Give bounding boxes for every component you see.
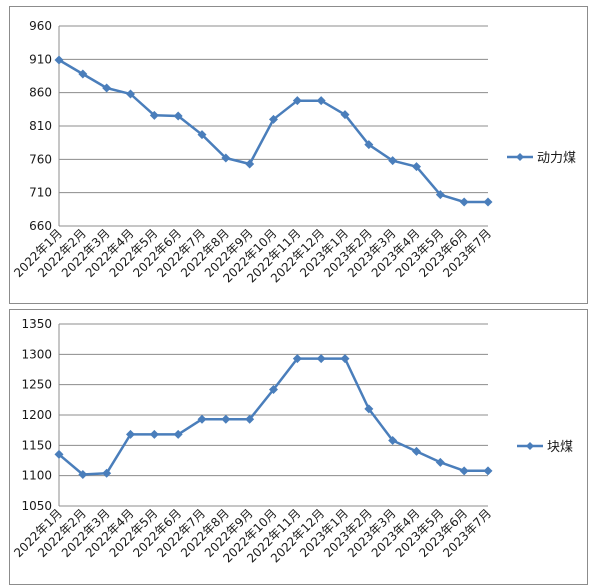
data-point	[102, 83, 112, 93]
legend-label: 块煤	[547, 440, 573, 455]
y-tick-label: 1150	[21, 438, 52, 452]
legend-label: 动力煤	[537, 151, 576, 166]
data-point	[388, 435, 398, 445]
data-point	[54, 55, 64, 65]
y-tick-label: 1050	[21, 499, 52, 513]
data-point	[245, 159, 255, 169]
data-point	[173, 429, 183, 439]
data-point	[292, 96, 302, 106]
data-point	[412, 446, 421, 456]
chart-panel-lump-coal: 1050 1100 1150 1200 1250 1300 1350 2022年1月 2022年…	[9, 309, 588, 585]
y-tick-label: 1100	[21, 469, 52, 483]
series-line	[58, 58, 488, 204]
data-point	[221, 153, 231, 163]
y-tick-label: 960	[29, 19, 52, 33]
data-point	[364, 140, 374, 150]
data-point	[269, 114, 278, 124]
data-point	[292, 354, 302, 364]
y-tick-label: 1200	[21, 408, 52, 422]
data-point	[149, 429, 159, 439]
data-point	[173, 111, 183, 121]
y-tick-label: 660	[29, 219, 52, 233]
y-tick-label: 910	[29, 52, 52, 66]
y-tick-label: 1250	[21, 378, 52, 392]
data-point	[483, 466, 493, 476]
data-point	[102, 468, 112, 478]
data-point	[126, 429, 135, 439]
data-point	[340, 354, 350, 364]
data-point	[197, 414, 207, 424]
data-point	[388, 156, 398, 166]
data-point	[364, 404, 374, 414]
data-point	[412, 162, 421, 172]
data-point	[54, 449, 64, 459]
data-point	[126, 89, 135, 99]
data-point	[459, 197, 469, 207]
y-tick-label: 860	[29, 86, 52, 100]
y-tick-label: 710	[29, 186, 52, 200]
power-coal-chart: 6607107608108609109602022年1月2022年2月2022年…	[11, 19, 576, 285]
legend-marker	[516, 153, 524, 161]
legend-marker	[526, 442, 534, 450]
data-point	[221, 414, 231, 424]
data-point	[245, 414, 255, 424]
chart-panel-power-coal: 660 710 760 810 860 910 960 2022年1月 2022年2月 2022年…	[9, 6, 588, 304]
data-point	[435, 190, 445, 200]
data-point	[269, 385, 278, 395]
series-line	[58, 357, 488, 476]
data-point	[197, 130, 207, 140]
lump-coal-chart: 10501100115012001250130013502022年1月2022年…	[11, 317, 573, 565]
data-point	[435, 457, 445, 467]
y-tick-label: 810	[29, 119, 52, 133]
y-tick-label: 1350	[21, 317, 52, 331]
data-point	[316, 96, 326, 106]
data-point	[78, 469, 88, 479]
y-tick-label: 1300	[21, 347, 52, 361]
data-point	[483, 197, 493, 207]
data-point	[340, 110, 350, 120]
y-tick-label: 760	[29, 152, 52, 166]
data-point	[316, 354, 326, 364]
data-point	[459, 466, 469, 476]
data-point	[78, 69, 88, 79]
data-point	[149, 110, 159, 120]
